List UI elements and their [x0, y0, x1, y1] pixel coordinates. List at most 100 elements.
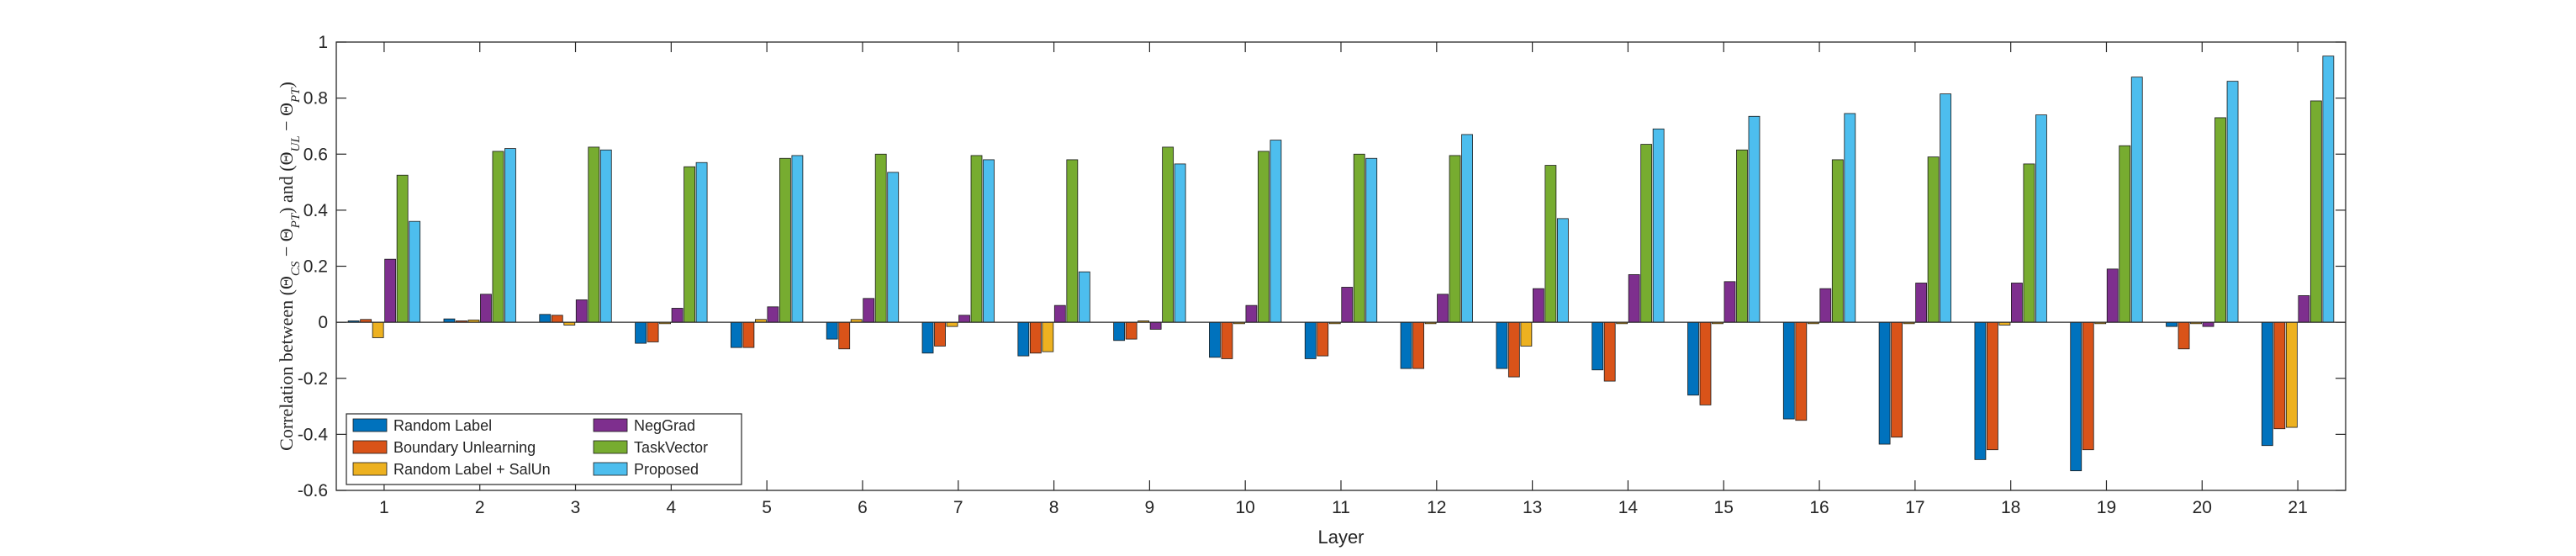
- bar-random-label-layer-16: [1782, 321, 1795, 420]
- legend-swatch: [352, 440, 388, 454]
- bar-proposed-layer-15: [1748, 115, 1760, 323]
- bar-neggrad-layer-17: [1915, 283, 1928, 323]
- bar-random-label-salun-layer-7: [946, 321, 958, 327]
- bar-taskvector-layer-19: [2119, 145, 2131, 323]
- bar-taskvector-layer-15: [1736, 149, 1748, 323]
- x-tick-label: 2: [475, 498, 485, 517]
- bar-taskvector-layer-7: [970, 155, 983, 323]
- bar-proposed-layer-4: [695, 162, 708, 323]
- legend-box: [346, 413, 742, 485]
- bar-proposed-layer-10: [1270, 140, 1282, 323]
- bar-taskvector-layer-12: [1449, 155, 1461, 323]
- legend-label: Random Label + SalUn: [393, 461, 551, 478]
- bar-proposed-layer-3: [599, 149, 612, 323]
- bar-boundary-unlearning-layer-11: [1317, 321, 1329, 357]
- bar-random-label-layer-10: [1209, 321, 1221, 358]
- bar-boundary-unlearning-layer-9: [1125, 321, 1138, 340]
- bar-neggrad-layer-8: [1053, 304, 1066, 323]
- bar-boundary-unlearning-layer-8: [1029, 321, 1042, 354]
- bar-neggrad-layer-20: [2202, 321, 2214, 327]
- bar-neggrad-layer-4: [671, 308, 684, 323]
- bar-random-label-layer-6: [826, 321, 838, 340]
- bar-boundary-unlearning-layer-17: [1891, 321, 1903, 438]
- bar-proposed-layer-11: [1365, 157, 1378, 323]
- x-tick-label: 16: [1809, 498, 1829, 517]
- bar-neggrad-layer-19: [2106, 268, 2119, 323]
- bar-random-label-layer-11: [1304, 321, 1317, 359]
- bar-boundary-unlearning-layer-21: [2273, 321, 2286, 430]
- y-tick-label: 0.4: [304, 201, 329, 220]
- bar-boundary-unlearning-layer-14: [1603, 321, 1616, 382]
- bar-taskvector-layer-1: [396, 174, 409, 323]
- x-tick-label: 8: [1049, 498, 1059, 517]
- x-tick-label: 3: [571, 498, 581, 517]
- bar-proposed-layer-14: [1652, 128, 1665, 323]
- bar-taskvector-layer-14: [1640, 144, 1653, 323]
- bar-proposed-layer-17: [1940, 93, 1952, 323]
- bar-neggrad-layer-3: [575, 299, 588, 323]
- bar-neggrad-layer-1: [384, 258, 397, 323]
- legend-swatch: [593, 418, 628, 432]
- bar-random-label-salun-layer-13: [1520, 321, 1533, 347]
- bar-boundary-unlearning-layer-15: [1699, 321, 1712, 405]
- x-tick-label: 11: [1332, 498, 1350, 517]
- bar-neggrad-layer-15: [1723, 281, 1736, 323]
- bar-random-label-layer-7: [921, 321, 934, 354]
- bar-random-label-layer-9: [1113, 321, 1126, 342]
- legend-swatch: [352, 462, 388, 476]
- y-tick-label: -0.2: [298, 369, 328, 389]
- y-tick-label: 0.2: [304, 257, 328, 277]
- bar-neggrad-layer-21: [2298, 295, 2310, 323]
- legend-label: TaskVector: [634, 439, 708, 456]
- legend-items: Random Label Boundary Unlearning Random La…: [352, 417, 708, 478]
- bar-boundary-unlearning-layer-12: [1412, 321, 1424, 369]
- bar-proposed-layer-7: [983, 159, 995, 323]
- bar-proposed-layer-9: [1174, 163, 1186, 323]
- bar-random-label-layer-12: [1400, 321, 1412, 369]
- bar-neggrad-layer-5: [767, 306, 779, 323]
- y-axis-label-sub: PT: [289, 212, 303, 229]
- x-tick-label: 1: [379, 498, 389, 517]
- bar-taskvector-layer-18: [2023, 163, 2035, 323]
- bar-taskvector-layer-2: [492, 151, 504, 323]
- bar-neggrad-layer-10: [1245, 304, 1258, 323]
- bar-random-label-salun-layer-1: [372, 321, 384, 338]
- bar-boundary-unlearning-layer-6: [838, 321, 851, 350]
- x-tick-label: 9: [1145, 498, 1155, 517]
- bar-boundary-unlearning-layer-13: [1507, 321, 1520, 378]
- bar-taskvector-layer-21: [2309, 100, 2322, 323]
- y-axis-label-sub: PT: [289, 87, 303, 103]
- bar-neggrad-layer-9: [1149, 321, 1162, 330]
- bar-proposed-layer-19: [2130, 77, 2143, 323]
- legend-label: Proposed: [634, 461, 699, 478]
- bar-boundary-unlearning-layer-20: [2177, 321, 2190, 350]
- bar-taskvector-layer-4: [684, 166, 695, 323]
- bar-proposed-layer-5: [791, 155, 804, 323]
- y-tick-label: 0.6: [304, 145, 328, 164]
- x-tick-label: 5: [762, 498, 772, 517]
- bar-proposed-layer-8: [1078, 271, 1090, 323]
- bar-taskvector-layer-17: [1927, 156, 1940, 323]
- bar-random-label-layer-15: [1687, 321, 1699, 396]
- bar-random-label-layer-21: [2261, 321, 2273, 447]
- bar-proposed-layer-21: [2322, 56, 2335, 323]
- bar-random-label-layer-8: [1017, 321, 1030, 357]
- bar-boundary-unlearning-layer-16: [1795, 321, 1808, 421]
- x-axis-label: Layer: [1317, 527, 1364, 548]
- bar-boundary-unlearning-layer-4: [647, 321, 659, 342]
- x-tick-label: 19: [2097, 498, 2116, 517]
- x-tick-label: 18: [2001, 498, 2020, 517]
- bar-taskvector-layer-20: [2214, 117, 2226, 323]
- bar-neggrad-layer-2: [480, 294, 492, 323]
- bar-neggrad-layer-13: [1532, 288, 1544, 323]
- bar-random-label-salun-layer-8: [1042, 321, 1054, 352]
- x-tick-label: 15: [1714, 498, 1734, 517]
- x-tick-label: 7: [953, 498, 963, 517]
- bar-taskvector-layer-11: [1353, 153, 1365, 323]
- bar-boundary-unlearning-layer-3: [551, 315, 563, 323]
- bar-neggrad-layer-12: [1437, 294, 1449, 323]
- ticks-layer: -0.6-0.4-0.200.20.40.60.811 2 3 4 5 6 7 8 9 10 11 1…: [298, 33, 2346, 517]
- bar-neggrad-layer-18: [2011, 283, 2023, 323]
- bar-neggrad-layer-16: [1819, 288, 1832, 323]
- y-axis-label-sub: UL: [289, 135, 303, 151]
